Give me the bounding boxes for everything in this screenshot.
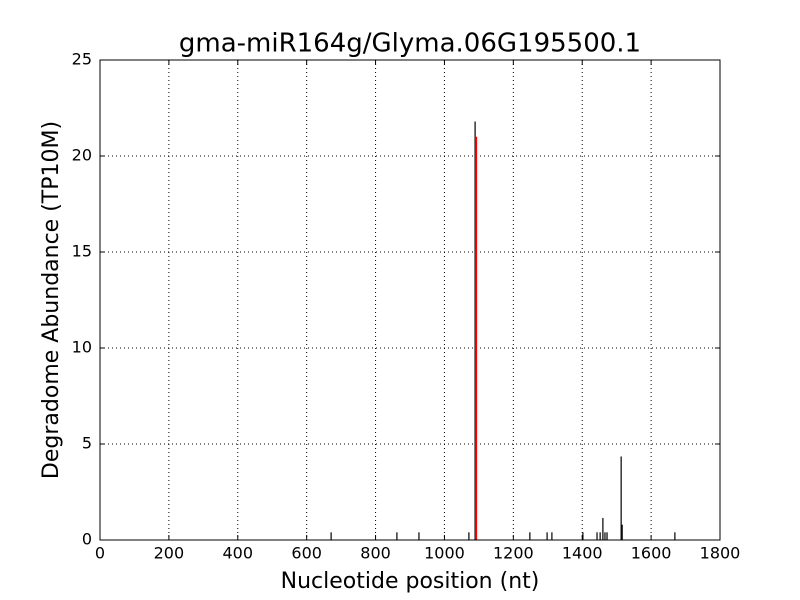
x-tick-label: 600 [291,544,322,563]
x-tick-label: 1600 [631,544,672,563]
y-tick-label: 25 [72,50,92,69]
x-tick-label: 200 [154,544,185,563]
y-tick-label: 10 [72,338,92,357]
x-tick-label: 1400 [562,544,603,563]
y-tick-label: 0 [82,530,92,549]
x-tick-label: 1800 [700,544,741,563]
y-axis-label: Degradome Abundance (TP10M) [39,121,64,479]
x-tick-label: 1000 [424,544,465,563]
y-tick-label: 20 [72,146,92,165]
x-tick-label: 1200 [493,544,534,563]
y-tick-label: 5 [82,434,92,453]
y-tick-label: 15 [72,242,92,261]
plot-frame [99,59,721,541]
x-tick-label: 800 [360,544,391,563]
chart-title: gma-miR164g/Glyma.06G195500.1 [179,29,641,59]
x-axis-label: Nucleotide position (nt) [281,569,540,594]
x-tick-label: 0 [95,544,105,563]
x-tick-label: 400 [223,544,254,563]
